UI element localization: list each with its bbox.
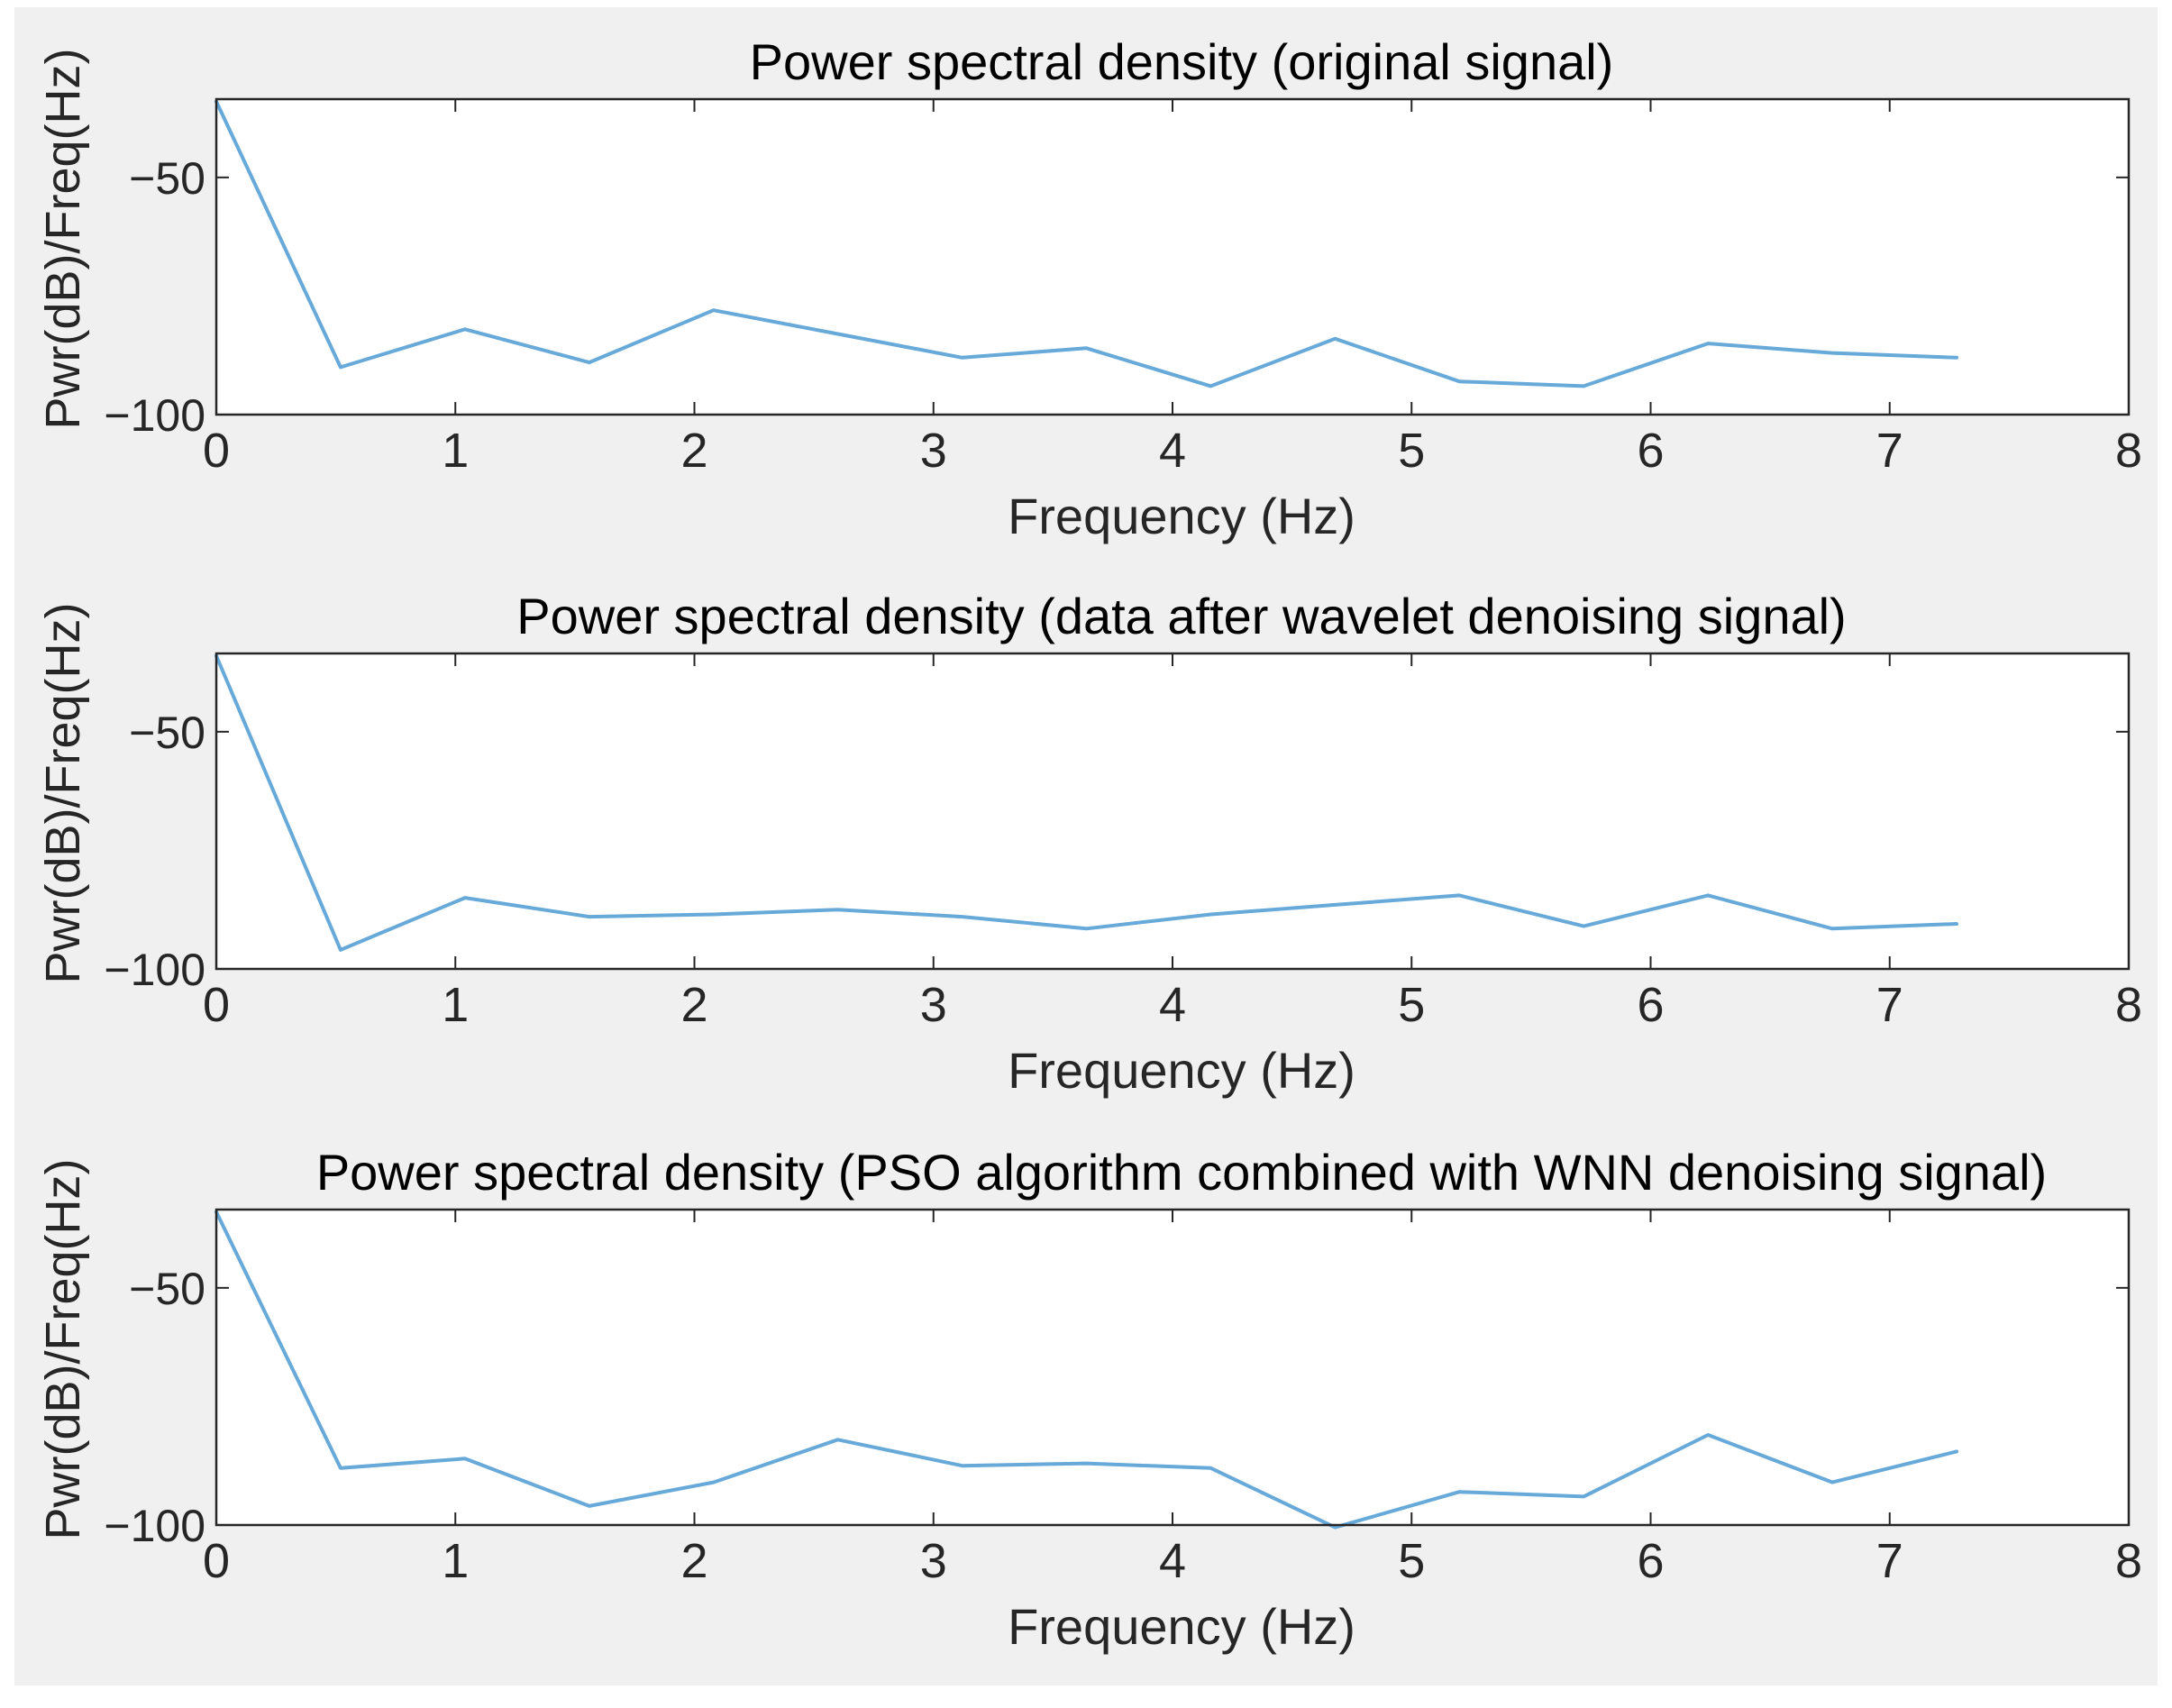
x-tick-label: 5 [1398, 424, 1425, 478]
x-tick-label: 4 [1159, 1534, 1186, 1588]
x-tick-label: 7 [1876, 978, 1903, 1032]
chart-title: Power spectral density (original signal) [750, 33, 1614, 90]
x-tick-label: 0 [203, 1534, 230, 1588]
data-point [588, 915, 591, 918]
x-tick-label: 3 [920, 1534, 947, 1588]
psd-series-line [214, 1210, 1958, 1530]
data-point [1085, 927, 1089, 930]
x-tick-label: 7 [1876, 1534, 1903, 1588]
data-point [1209, 912, 1212, 916]
x-tick-label: 0 [203, 424, 230, 478]
x-axis-label: Frequency (Hz) [1008, 1042, 1355, 1099]
axes-frame [214, 1208, 2131, 1527]
data-point [1582, 384, 1585, 388]
data-point [1209, 1466, 1212, 1470]
x-tick-label: 6 [1637, 424, 1664, 478]
data-point [836, 1438, 840, 1441]
x-tick-label: 4 [1159, 978, 1186, 1032]
data-point [1333, 903, 1337, 907]
y-axis-label: Pwr(dB)/Freq(Hz) [36, 1158, 90, 1539]
x-tick-label: 0 [203, 978, 230, 1032]
data-point [1209, 384, 1212, 388]
data-point [1830, 1481, 1834, 1484]
plot-area [216, 653, 2129, 969]
data-point [463, 327, 467, 331]
subplot-1: 0 1 2 3 4 5 6 7 8 −100 −50 Power spectral density (… [36, 33, 2142, 544]
x-tick-label: 6 [1637, 1534, 1664, 1588]
x-tick-label: 2 [680, 1534, 707, 1588]
x-tick-label: 5 [1398, 1534, 1425, 1588]
data-point [1955, 922, 1958, 926]
data-point [1706, 1433, 1710, 1437]
data-point [1333, 337, 1337, 341]
x-tick-label: 1 [442, 1534, 469, 1588]
data-point [339, 365, 342, 369]
x-tick-label: 8 [2115, 978, 2142, 1032]
x-axis-label: Frequency (Hz) [1008, 488, 1355, 544]
data-point [1706, 342, 1710, 345]
x-tick-label: 7 [1876, 424, 1903, 478]
data-point [1830, 927, 1834, 930]
axes-frame [214, 652, 2131, 971]
x-tick-label: 1 [442, 978, 469, 1032]
data-point [1457, 1490, 1461, 1493]
x-axis-label: Frequency (Hz) [1008, 1598, 1355, 1655]
data-point [339, 1466, 342, 1470]
plot-area [216, 1210, 2129, 1525]
y-tick-label: −50 [129, 153, 205, 204]
chart-title: Power spectral density (PSO algorithm co… [316, 1144, 2047, 1201]
y-axis-label: Pwr(dB)/Freq(Hz) [36, 602, 90, 983]
data-point [961, 915, 964, 918]
y-tick-label: −100 [104, 390, 205, 441]
data-point [1457, 379, 1461, 383]
data-point [712, 912, 716, 916]
data-point [1582, 925, 1585, 928]
axes-frame [214, 97, 2131, 416]
data-point [836, 908, 840, 911]
data-point [1457, 893, 1461, 897]
y-tick-label: −50 [129, 708, 205, 758]
subplot-3: 0 1 2 3 4 5 6 7 8 −100 −50 Power spectral density (… [36, 1144, 2142, 1655]
data-point [1085, 1462, 1089, 1466]
data-point [1830, 352, 1834, 355]
y-axis-label: Pwr(dB)/Freq(Hz) [36, 48, 90, 429]
subplot-2: 0 1 2 3 4 5 6 7 8 −100 −50 Power spectral density (… [36, 588, 2142, 1099]
data-point [339, 948, 342, 952]
y-tick-label: −50 [129, 1264, 205, 1314]
y-tick-label: −100 [104, 945, 205, 995]
data-point [1955, 1449, 1958, 1453]
x-tick-label: 2 [680, 424, 707, 478]
data-point [1955, 356, 1958, 360]
data-point [712, 308, 716, 312]
x-tick-label: 4 [1159, 424, 1186, 478]
x-tick-label: 6 [1637, 978, 1664, 1032]
data-point [712, 1481, 716, 1484]
data-point [588, 361, 591, 364]
data-point [463, 896, 467, 900]
x-tick-label: 3 [920, 424, 947, 478]
psd-series-line [214, 99, 1958, 388]
plot-area [216, 99, 2129, 415]
data-point [1085, 346, 1089, 350]
chart-title: Power spectral density (data after wavel… [516, 588, 1846, 644]
y-tick-label: −100 [104, 1501, 205, 1551]
x-tick-label: 8 [2115, 424, 2142, 478]
psd-series-line [214, 653, 1958, 952]
data-point [463, 1457, 467, 1460]
x-tick-label: 2 [680, 978, 707, 1032]
x-tick-label: 8 [2115, 1534, 2142, 1588]
data-point [1582, 1494, 1585, 1498]
data-point [961, 1464, 964, 1467]
x-tick-label: 1 [442, 424, 469, 478]
data-point [836, 333, 840, 336]
data-point [1706, 893, 1710, 897]
data-point [588, 1504, 591, 1508]
x-tick-label: 5 [1398, 978, 1425, 1032]
x-tick-label: 3 [920, 978, 947, 1032]
data-point [961, 356, 964, 360]
